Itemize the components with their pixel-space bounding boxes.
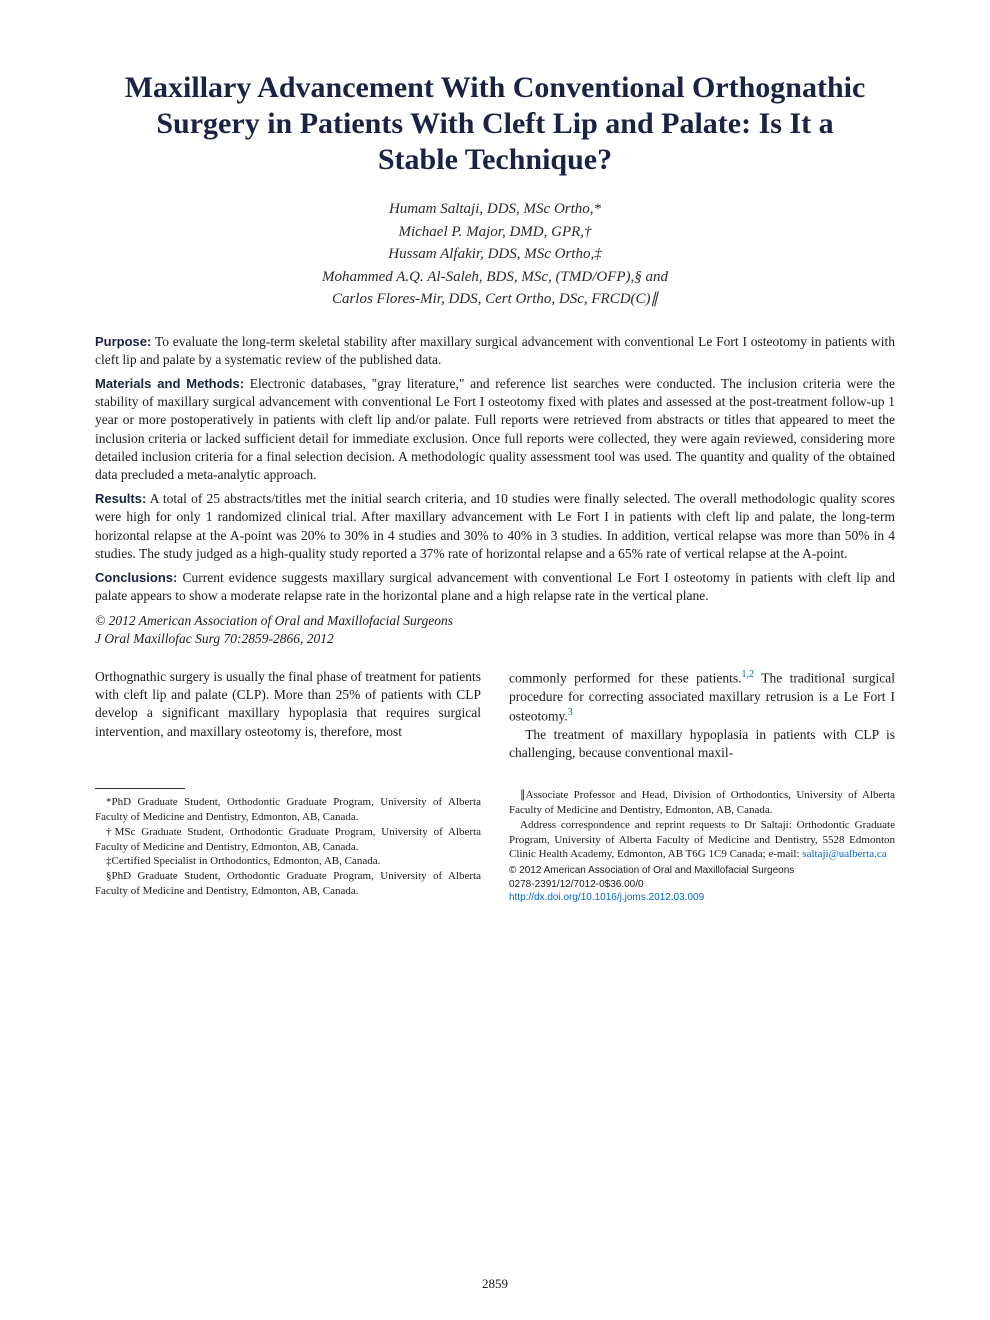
abstract-methods-label: Materials and Methods: [95, 376, 244, 391]
abstract-purpose-text: To evaluate the long-term skeletal stabi… [95, 334, 895, 367]
author-line: Mohammed A.Q. Al-Saleh, BDS, MSc, (TMD/O… [95, 266, 895, 289]
footnote-correspondence: Address correspondence and reprint reque… [509, 818, 895, 863]
footnote-affiliation: †MSc Graduate Student, Orthodontic Gradu… [95, 825, 481, 855]
footnote-affiliation: ∥Associate Professor and Head, Division … [509, 788, 895, 818]
footnotes-left-column: *PhD Graduate Student, Orthodontic Gradu… [95, 788, 481, 905]
reference-superscript[interactable]: 3 [568, 707, 573, 718]
abstract-conclusions: Conclusions: Current evidence suggests m… [95, 569, 895, 605]
footnote-affiliation: §PhD Graduate Student, Orthodontic Gradu… [95, 869, 481, 899]
body-paragraph: The treatment of maxillary hypoplasia in… [509, 726, 895, 762]
author-line: Carlos Flores-Mir, DDS, Cert Ortho, DSc,… [95, 288, 895, 311]
abstract-results-text: A total of 25 abstracts/titles met the i… [95, 491, 895, 561]
article-title: Maxillary Advancement With Conventional … [95, 70, 895, 178]
body-text: Orthognathic surgery is usually the fina… [95, 668, 895, 762]
body-column-left: Orthognathic surgery is usually the fina… [95, 668, 481, 762]
abstract-results-label: Results: [95, 491, 146, 506]
authors-block: Humam Saltaji, DDS, MSc Ortho,* Michael … [95, 198, 895, 311]
abstract-citation: J Oral Maxillofac Surg 70:2859-2866, 201… [95, 630, 895, 648]
abstract-results: Results: A total of 25 abstracts/titles … [95, 490, 895, 563]
page-number: 2859 [0, 1276, 990, 1292]
email-link[interactable]: saltaji@ualberta.ca [802, 848, 886, 860]
author-line: Hussam Alfakir, DDS, MSc Ortho,‡ [95, 243, 895, 266]
footnote-copyright: © 2012 American Association of Oral and … [509, 864, 895, 878]
reference-superscript[interactable]: 1,2 [742, 669, 755, 680]
doi-link[interactable]: http://dx.doi.org/10.1016/j.joms.2012.03… [509, 892, 704, 903]
author-line: Michael P. Major, DMD, GPR,† [95, 221, 895, 244]
author-line: Humam Saltaji, DDS, MSc Ortho,* [95, 198, 895, 221]
body-column-right: commonly performed for these patients.1,… [509, 668, 895, 762]
footnotes-right-column: ∥Associate Professor and Head, Division … [509, 788, 895, 905]
footnote-affiliation: ‡Certified Specialist in Orthodontics, E… [95, 854, 481, 869]
body-paragraph: Orthognathic surgery is usually the fina… [95, 668, 481, 741]
abstract-methods-text: Electronic databases, "gray literature,"… [95, 376, 895, 482]
abstract-methods: Materials and Methods: Electronic databa… [95, 375, 895, 484]
body-paragraph: commonly performed for these patients.1,… [509, 668, 895, 726]
abstract-purpose: Purpose: To evaluate the long-term skele… [95, 333, 895, 369]
abstract-copyright: © 2012 American Association of Oral and … [95, 612, 895, 630]
abstract-conclusions-label: Conclusions: [95, 570, 177, 585]
abstract-purpose-label: Purpose: [95, 334, 151, 349]
abstract-conclusions-text: Current evidence suggests maxillary surg… [95, 570, 895, 603]
footnote-journal-code: 0278-2391/12/7012-0$36.00/0 [509, 878, 895, 892]
footnotes-block: *PhD Graduate Student, Orthodontic Gradu… [95, 780, 895, 905]
abstract-block: Purpose: To evaluate the long-term skele… [95, 333, 895, 649]
footnote-rule [95, 788, 185, 789]
footnote-affiliation: *PhD Graduate Student, Orthodontic Gradu… [95, 795, 481, 825]
body-text-span: commonly performed for these patients. [509, 671, 742, 686]
